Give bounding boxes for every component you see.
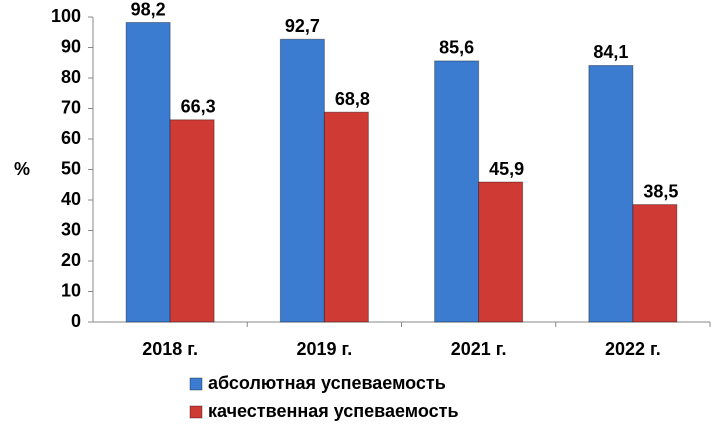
bar bbox=[279, 38, 325, 323]
value-label: 98,2 bbox=[131, 0, 166, 19]
bar bbox=[588, 64, 634, 323]
value-label: 38,5 bbox=[643, 181, 678, 201]
y-tick-label: 70 bbox=[61, 97, 81, 117]
y-tick-label: 50 bbox=[61, 158, 81, 178]
legend-label: качественная успеваемость bbox=[208, 401, 459, 421]
x-tick-label: 2018 г. bbox=[142, 339, 198, 359]
y-tick-label: 10 bbox=[61, 280, 81, 300]
legend-swatch bbox=[189, 377, 203, 391]
x-tick-label: 2022 г. bbox=[605, 339, 661, 359]
bar bbox=[434, 60, 480, 323]
y-tick-label: 60 bbox=[61, 128, 81, 148]
y-tick-label: 40 bbox=[61, 189, 81, 209]
y-tick-label: 90 bbox=[61, 36, 81, 56]
y-tick-label: 0 bbox=[71, 311, 81, 331]
value-label: 66,3 bbox=[181, 97, 216, 117]
y-tick-label: 30 bbox=[61, 219, 81, 239]
value-label: 85,6 bbox=[439, 38, 474, 58]
legend-swatch bbox=[189, 405, 203, 419]
bar bbox=[169, 119, 215, 323]
bar bbox=[323, 111, 369, 323]
value-label: 45,9 bbox=[489, 159, 524, 179]
bar bbox=[632, 204, 678, 323]
value-label: 92,7 bbox=[285, 16, 320, 36]
y-tick-label: 100 bbox=[51, 6, 81, 26]
bar bbox=[478, 181, 524, 323]
bar bbox=[125, 21, 171, 323]
value-label: 68,8 bbox=[335, 89, 370, 109]
legend-label: абсолютная успеваемость bbox=[208, 373, 446, 393]
x-tick-label: 2019 г. bbox=[297, 339, 353, 359]
y-tick-label: 20 bbox=[61, 250, 81, 270]
y-tick-label: 80 bbox=[61, 67, 81, 87]
y-axis-label: % bbox=[14, 159, 30, 179]
value-label: 84,1 bbox=[593, 42, 628, 62]
x-tick-label: 2021 г. bbox=[451, 339, 507, 359]
